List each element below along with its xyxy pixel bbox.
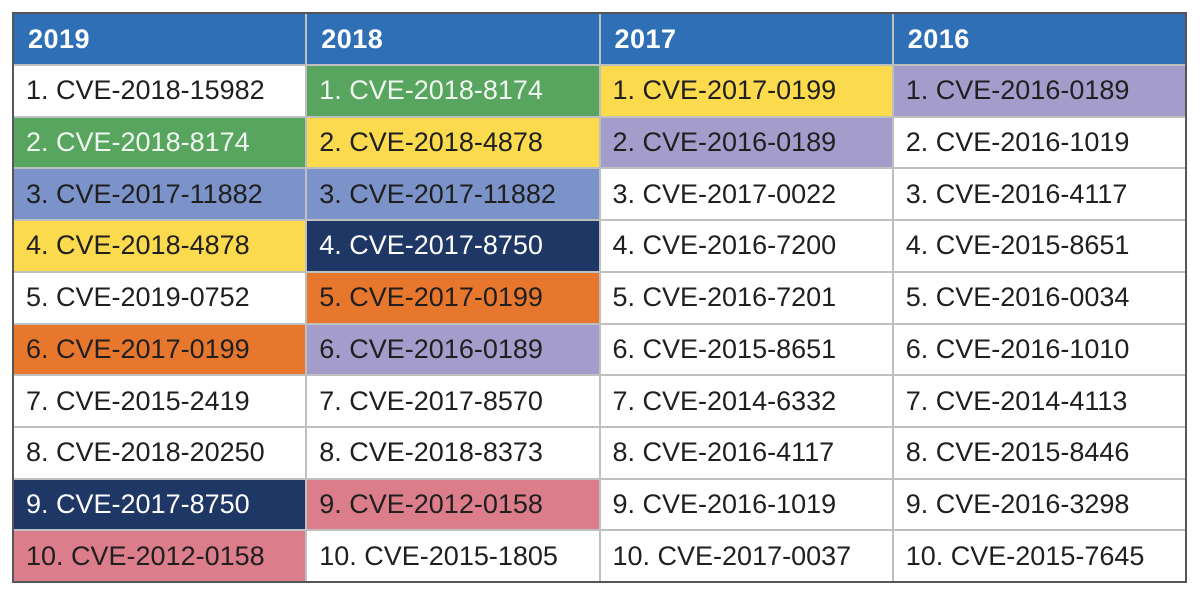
table-cell: 10. CVE-2012-0158 bbox=[14, 531, 306, 581]
table-cell: 4. CVE-2015-8651 bbox=[893, 221, 1185, 271]
table-cell: 4. CVE-2016-7200 bbox=[600, 221, 892, 271]
column-header-2018: 2018 bbox=[307, 14, 599, 64]
table-cell: 9. CVE-2016-3298 bbox=[893, 479, 1185, 530]
table-cell: 1. CVE-2016-0189 bbox=[893, 66, 1185, 116]
table-cell: 2. CVE-2016-0189 bbox=[600, 117, 892, 168]
table-cell: 3. CVE-2017-11882 bbox=[307, 169, 599, 220]
table-cell: 9. CVE-2016-1019 bbox=[600, 479, 892, 530]
table-cell: 8. CVE-2018-20250 bbox=[14, 427, 306, 478]
table-cell: 8. CVE-2018-8373 bbox=[307, 427, 599, 478]
table-cell: 5. CVE-2017-0199 bbox=[307, 272, 599, 323]
table-cell: 9. CVE-2012-0158 bbox=[307, 479, 599, 530]
table-cell: 6. CVE-2016-0189 bbox=[307, 324, 599, 375]
table-cell: 10. CVE-2015-1805 bbox=[307, 531, 599, 581]
table-cell: 1. CVE-2017-0199 bbox=[600, 66, 892, 116]
table-cell: 9. CVE-2017-8750 bbox=[14, 479, 306, 530]
table-cell: 3. CVE-2017-0022 bbox=[600, 169, 892, 220]
table-cell: 1. CVE-2018-8174 bbox=[307, 66, 599, 116]
table-cell: 5. CVE-2019-0752 bbox=[14, 272, 306, 323]
table-cell: 8. CVE-2015-8446 bbox=[893, 427, 1185, 478]
table-cell: 6. CVE-2017-0199 bbox=[14, 324, 306, 375]
table-cell: 3. CVE-2017-11882 bbox=[14, 169, 306, 220]
table-cell: 2. CVE-2016-1019 bbox=[893, 117, 1185, 168]
table-cell: 6. CVE-2016-1010 bbox=[893, 324, 1185, 375]
table-cell: 8. CVE-2016-4117 bbox=[600, 427, 892, 478]
column-header-2016: 2016 bbox=[893, 14, 1185, 64]
table-cell: 4. CVE-2017-8750 bbox=[307, 221, 599, 271]
table-cell: 1. CVE-2018-15982 bbox=[14, 66, 306, 116]
table-cell: 2. CVE-2018-4878 bbox=[307, 117, 599, 168]
column-header-2019: 2019 bbox=[14, 14, 306, 64]
table-cell: 6. CVE-2015-8651 bbox=[600, 324, 892, 375]
column-header-2017: 2017 bbox=[600, 14, 892, 64]
table-cell: 7. CVE-2017-8570 bbox=[307, 376, 599, 426]
table-cell: 5. CVE-2016-0034 bbox=[893, 272, 1185, 323]
cve-ranking-table: 2019 2018 2017 2016 1. CVE-2018-15982 1. CVE-… bbox=[12, 12, 1187, 583]
table-cell: 2. CVE-2018-8174 bbox=[14, 117, 306, 168]
table-cell: 5. CVE-2016-7201 bbox=[600, 272, 892, 323]
table-cell: 10. CVE-2017-0037 bbox=[600, 531, 892, 581]
table-cell: 4. CVE-2018-4878 bbox=[14, 221, 306, 271]
table-cell: 7. CVE-2014-4113 bbox=[893, 376, 1185, 426]
table-cell: 7. CVE-2014-6332 bbox=[600, 376, 892, 426]
table-cell: 10. CVE-2015-7645 bbox=[893, 531, 1185, 581]
table-cell: 7. CVE-2015-2419 bbox=[14, 376, 306, 426]
table-cell: 3. CVE-2016-4117 bbox=[893, 169, 1185, 220]
